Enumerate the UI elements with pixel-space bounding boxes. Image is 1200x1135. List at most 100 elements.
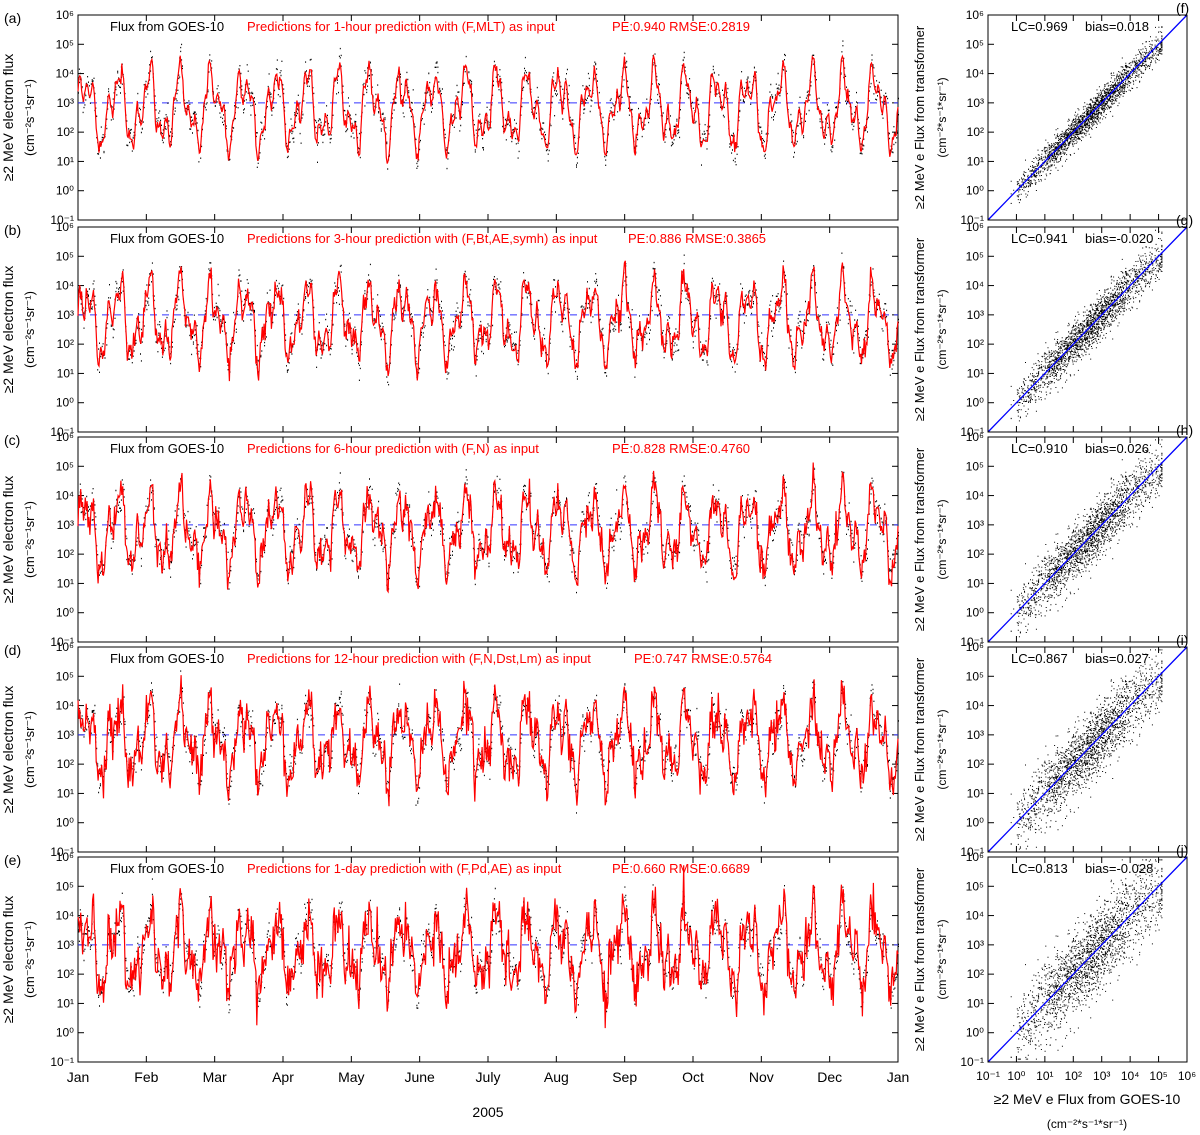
bias-value: bias=0.026: [1085, 441, 1149, 456]
observed-flux-series: [78, 252, 899, 386]
y-axis-unit: (cm⁻²s⁻¹sr⁻¹): [22, 501, 37, 578]
y-tick-label: 10²: [967, 547, 984, 561]
y-axis-unit: (cm⁻²s⁻¹sr⁻¹): [22, 921, 37, 998]
y-tick-label: 10⁶: [56, 220, 74, 234]
time-panel-1: 10⁻¹ 10⁰ 10¹ 10² 10³ 10⁴ 10⁵ 10⁶ (b) Flux from GO…: [0, 220, 899, 439]
x-tick-label: June: [404, 1069, 435, 1085]
plot-frame: [77, 14, 899, 221]
y-tick-label: 10²: [967, 337, 984, 351]
panel-label: (i): [1176, 632, 1188, 648]
y-tick-label: 10⁻¹: [50, 213, 74, 227]
time-panel-4: 10⁻¹ 10⁰ 10¹ 10² 10³ 10⁴ 10⁵ 10⁶ Jan Feb Mar Apr May…: [0, 850, 909, 1085]
x-tick-label: 10⁴: [1121, 1069, 1140, 1083]
y-tick-label: 10⁶: [966, 8, 984, 22]
x-tick-label: May: [338, 1069, 364, 1085]
scatter-points: [1010, 649, 1163, 850]
y-axis-label: ≥2 MeV electron flux: [0, 896, 16, 1024]
observed-flux-series: [78, 878, 899, 1019]
y-tick-label: 10³: [967, 518, 984, 532]
x-tick-label: Mar: [203, 1069, 227, 1085]
plot-frame: [987, 856, 1188, 1063]
y-tick-label: 10¹: [57, 154, 74, 168]
lc-value: LC=0.910: [1011, 441, 1068, 456]
scatter-points: [1010, 229, 1163, 422]
y-tick-label: 10¹: [57, 366, 74, 380]
y-tick-label: 10⁻¹: [960, 635, 984, 649]
observed-legend: Flux from GOES-10: [110, 441, 224, 456]
y-tick-label: 10²: [57, 547, 74, 561]
plot-frame: [77, 436, 899, 643]
predicted-flux-series: [77, 462, 899, 594]
observed-flux-series: [78, 467, 899, 594]
scatter-y-unit: (cm⁻²*s⁻¹*sr⁻¹): [935, 77, 949, 157]
x-axis-label: 2005: [472, 1104, 503, 1120]
identity-line: [987, 646, 1188, 853]
y-tick-label: 10⁵: [966, 37, 984, 51]
x-tick-label: Aug: [544, 1069, 569, 1085]
prediction-metrics: PE:0.660 RMSE:0.6689: [612, 861, 750, 876]
prediction-metrics: PE:0.886 RMSE:0.3865: [628, 231, 766, 246]
y-tick-label: 10³: [967, 938, 984, 952]
y-tick-label: 10³: [57, 728, 74, 742]
observed-legend: Flux from GOES-10: [110, 19, 224, 34]
y-tick-label: 10⁰: [56, 396, 74, 410]
scatter-panel-3: 10⁻¹ 10⁰ 10¹ 10² 10³ 10⁴ 10⁵ 10⁶ LC=0.867 bias=0.…: [912, 632, 1188, 859]
y-tick-label: 10⁶: [966, 850, 984, 864]
scatter-y-label: ≥2 MeV e Flux from transformer: [912, 447, 927, 631]
y-tick-label: 10¹: [967, 154, 984, 168]
observed-legend: Flux from GOES-10: [110, 231, 224, 246]
y-tick-label: 10⁻¹: [960, 1055, 984, 1069]
y-tick-label: 10⁴: [965, 279, 984, 293]
bias-value: bias=-0.028: [1085, 861, 1153, 876]
y-tick-label: 10³: [57, 518, 74, 532]
scatter-panel-2: 10⁻¹ 10⁰ 10¹ 10² 10³ 10⁴ 10⁵ 10⁶ LC=0.910 bias=0.…: [912, 422, 1193, 649]
time-panel-2: 10⁻¹ 10⁰ 10¹ 10² 10³ 10⁴ 10⁵ 10⁶ (c) Flux from GO…: [0, 430, 899, 649]
x-tick-label: Nov: [749, 1069, 774, 1085]
scatter-panel-0: 10⁻¹ 10⁰ 10¹ 10² 10³ 10⁴ 10⁵ 10⁶ LC=0.969 bias=0.…: [912, 0, 1189, 227]
scatter-y-unit: (cm⁻²*s⁻¹*sr⁻¹): [935, 709, 949, 789]
y-tick-label: 10⁴: [55, 279, 74, 293]
y-tick-label: 10⁴: [965, 909, 984, 923]
y-tick-label: 10⁰: [56, 606, 74, 620]
y-tick-label: 10⁰: [966, 184, 984, 198]
y-tick-label: 10¹: [57, 996, 74, 1010]
plot-frame: [987, 436, 1188, 643]
plot-frame: [987, 14, 1188, 221]
prediction-title: Predictions for 12-hour prediction with …: [247, 651, 591, 666]
y-tick-label: 10⁻¹: [960, 845, 984, 859]
lc-value: LC=0.941: [1011, 231, 1068, 246]
predicted-flux-series: [77, 865, 899, 1029]
y-tick-label: 10⁰: [966, 1026, 984, 1040]
y-tick-label: 10⁴: [55, 67, 74, 81]
y-tick-label: 10³: [967, 728, 984, 742]
y-tick-label: 10²: [57, 337, 74, 351]
lc-value: LC=0.969: [1011, 19, 1068, 34]
y-tick-label: 10²: [967, 125, 984, 139]
y-tick-label: 10¹: [967, 786, 984, 800]
predicted-flux-series: [77, 260, 899, 382]
y-tick-label: 10³: [967, 96, 984, 110]
scatter-x-label: ≥2 MeV e Flux from GOES-10: [994, 1091, 1181, 1107]
panel-label: (f): [1176, 0, 1189, 16]
y-tick-label: 10⁶: [966, 220, 984, 234]
identity-line: [987, 436, 1188, 643]
x-tick-label: Sep: [612, 1069, 637, 1085]
y-tick-label: 10⁵: [56, 249, 74, 263]
scatter-y-label: ≥2 MeV e Flux from transformer: [912, 657, 927, 841]
y-axis-unit: (cm⁻²s⁻¹sr⁻¹): [22, 291, 37, 368]
x-tick-label: 10³: [1093, 1069, 1110, 1083]
panel-label: (e): [4, 852, 21, 868]
y-tick-label: 10¹: [967, 576, 984, 590]
x-tick-label: 10⁻¹: [976, 1069, 1000, 1083]
y-tick-label: 10⁶: [966, 430, 984, 444]
y-tick-label: 10⁴: [55, 909, 74, 923]
y-tick-label: 10²: [967, 967, 984, 981]
identity-line: [987, 14, 1188, 221]
scatter-y-label: ≥2 MeV e Flux from transformer: [912, 25, 927, 209]
x-tick-label: 10²: [1065, 1069, 1082, 1083]
y-tick-label: 10⁶: [56, 640, 74, 654]
scatter-x-unit: (cm⁻²*s⁻¹*sr⁻¹): [1047, 1117, 1127, 1131]
y-tick-label: 10¹: [967, 366, 984, 380]
plot-frame: [987, 646, 1188, 853]
time-series-panels: 10⁻¹ 10⁰ 10¹ 10² 10³ 10⁴ 10⁵ 10⁶ (a) Flux from GO…: [0, 8, 909, 1085]
